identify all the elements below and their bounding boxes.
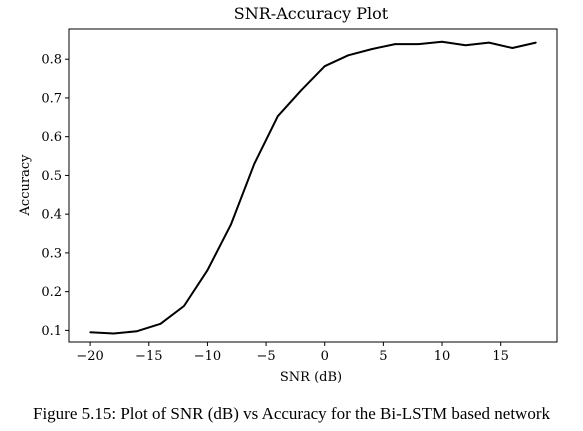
data-point — [441, 41, 443, 43]
data-point — [159, 323, 162, 325]
x-tick-label: −5 — [256, 349, 275, 364]
data-lines — [89, 40, 537, 335]
data-point — [230, 223, 232, 226]
x-tick-label: 5 — [379, 349, 387, 364]
x-axis-label: SNR (dB) — [280, 370, 342, 385]
data-point — [417, 43, 420, 45]
figure-caption: Figure 5.15: Plot of SNR (dB) vs Accurac… — [32, 404, 550, 423]
y-axis-ticks: 0.1 0.2 0.3 0.4 0.5 0.6 0.7 0.8 — [41, 53, 69, 339]
data-point — [464, 44, 467, 47]
x-tick-label: 10 — [434, 349, 451, 364]
series-line — [90, 40, 537, 335]
data-point — [300, 89, 303, 91]
data-point — [394, 43, 396, 45]
data-point — [488, 41, 490, 44]
x-tick-label: 0 — [321, 349, 329, 364]
data-point — [535, 41, 537, 44]
y-tick-label: 0.7 — [41, 91, 62, 106]
y-axis-label: Accuracy — [18, 154, 33, 217]
y-tick-label: 0.5 — [41, 169, 62, 184]
plot-area — [68, 28, 558, 343]
x-tick-label: 15 — [492, 349, 509, 364]
x-axis-ticks: −20 −15 −10 −5 0 5 10 15 — [76, 342, 509, 364]
x-tick-label: −10 — [194, 349, 221, 364]
y-tick-label: 0.8 — [41, 53, 62, 68]
y-tick-label: 0.2 — [41, 285, 62, 300]
y-tick-label: 0.4 — [41, 208, 62, 223]
data-point — [112, 332, 115, 335]
data-point — [511, 47, 514, 49]
data-point — [136, 330, 138, 333]
y-tick-label: 0.3 — [41, 246, 62, 261]
data-point — [370, 48, 373, 50]
data-point — [206, 269, 209, 272]
data-point — [89, 331, 91, 334]
data-point — [347, 54, 350, 57]
x-tick-label: −20 — [76, 349, 103, 364]
data-point — [183, 305, 185, 307]
x-tick-label: −15 — [135, 349, 162, 364]
data-point — [277, 115, 279, 117]
data-point — [253, 163, 256, 165]
y-tick-label: 0.6 — [41, 130, 62, 145]
y-tick-label: 0.1 — [41, 324, 62, 339]
data-point — [323, 65, 326, 67]
chart-title: SNR-Accuracy Plot — [234, 4, 389, 23]
